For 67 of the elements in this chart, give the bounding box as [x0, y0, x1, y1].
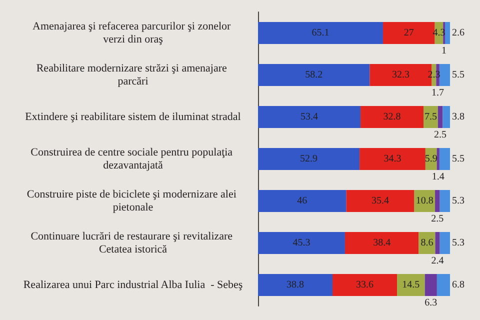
data-label: 2.5: [434, 130, 447, 140]
bar: [346, 190, 414, 212]
y-tick-label: Realizarea unui Parc industrial Alba Iulia - Sebeş: [23, 279, 243, 291]
data-label: 53.4: [300, 112, 318, 122]
data-label: 32.3: [392, 70, 410, 80]
bar: [397, 274, 425, 296]
bar: [258, 232, 345, 254]
y-tick-label: Reabilitare modernizare străzi şi amenajare parcări: [36, 62, 230, 88]
data-label: 5.5: [452, 70, 464, 80]
bar: [258, 64, 370, 86]
bar: [258, 22, 383, 44]
y-tick-label: Construirea de centre sociale pentru populaţia dezavantajată: [30, 146, 236, 172]
data-label: 58.2: [305, 70, 323, 80]
data-label: 6.3: [424, 298, 438, 308]
bar: [436, 274, 450, 296]
bar: [258, 274, 332, 296]
data-label: 14.5: [402, 280, 420, 290]
data-label: 2.6: [452, 28, 464, 38]
data-label: 7.5: [424, 112, 437, 122]
data-label: 1: [442, 46, 447, 56]
data-label: 65.1: [312, 28, 330, 38]
bar: [436, 148, 440, 170]
data-label: 38.8: [286, 280, 304, 290]
bar: [439, 148, 450, 170]
bar: [332, 274, 398, 296]
data-label: 34.3: [384, 154, 402, 164]
data-label: 45.3: [292, 238, 310, 248]
data-label: 10.8: [416, 196, 434, 206]
y-tick-label: Continuare lucrări de restaurare şi revitalizare Cetatea istorică: [30, 230, 236, 256]
data-label: 5.5: [452, 154, 464, 164]
data-label: 52.9: [300, 154, 318, 164]
bar: [445, 22, 450, 44]
bar: [258, 148, 360, 170]
bar: [424, 274, 437, 296]
data-label: 6.8: [452, 280, 464, 290]
data-label: 8.6: [420, 238, 434, 248]
bar: [439, 64, 450, 86]
bar: [360, 148, 426, 170]
bar: [440, 232, 450, 254]
bar: [438, 106, 443, 128]
bar: [344, 232, 419, 254]
y-tick-label: Amenajarea şi refacerea parcurilor şi zonelor verzi din oraş: [32, 20, 234, 46]
y-tick-label: Construire piste de biciclete şi modernizare alei pietonale: [26, 188, 240, 214]
data-label: 2.4: [431, 256, 444, 266]
bar: [382, 22, 435, 44]
data-label: 35.4: [372, 196, 390, 206]
data-label: 38.4: [373, 238, 391, 248]
bar: [435, 190, 440, 212]
data-label: 27: [404, 28, 414, 38]
bar: [440, 190, 450, 212]
bar: [424, 106, 438, 128]
data-label: 46: [297, 196, 308, 206]
bar: [258, 190, 346, 212]
y-tick-label: Extindere şi reabilitare sistem de iluminat stradal: [25, 111, 241, 123]
data-label: 3.8: [452, 112, 464, 122]
bar: [435, 232, 440, 254]
data-label: 32.8: [383, 112, 401, 122]
bar: [442, 106, 450, 128]
bar: [360, 106, 424, 128]
data-label: 33.6: [356, 280, 374, 290]
data-label: 2.5: [431, 214, 444, 224]
data-label: 5.3: [452, 196, 464, 206]
data-label: 1.4: [432, 172, 444, 182]
bar: [258, 106, 361, 128]
data-label: 2.3: [428, 70, 440, 80]
data-label: 1.7: [432, 88, 444, 98]
data-label: 5.3: [452, 238, 464, 248]
